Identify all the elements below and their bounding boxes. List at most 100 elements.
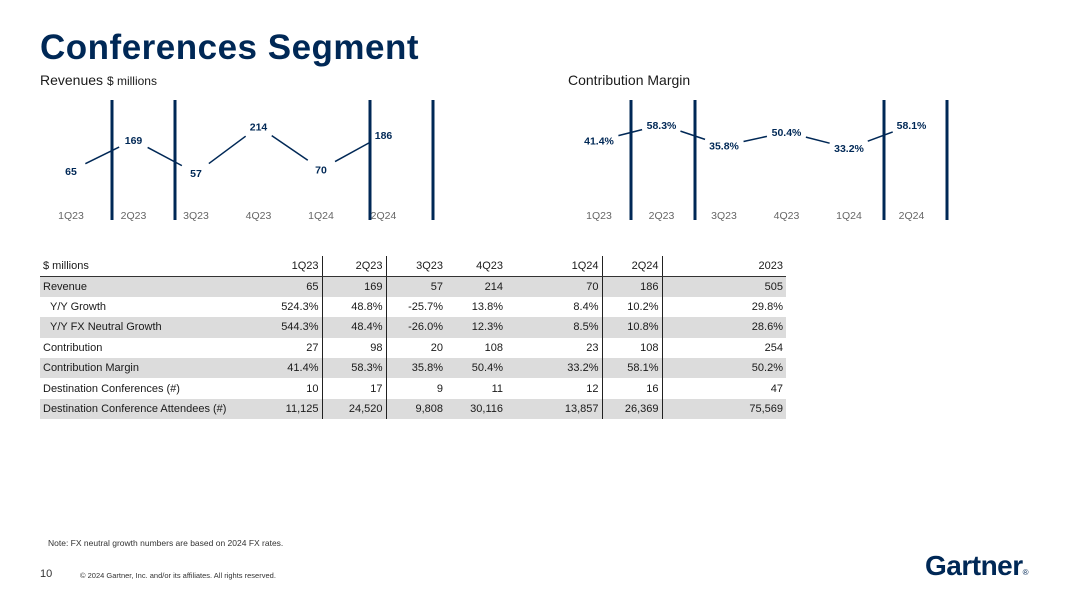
table-cell: 20 bbox=[430, 341, 443, 354]
margin-data-label-4Q23: 50.4% bbox=[772, 127, 802, 139]
table-cell: 75,569 bbox=[662, 398, 786, 420]
table-row: Destination Conferences (#) 10 17 9 11 12 16 47 bbox=[40, 378, 786, 399]
table-cell: 254 bbox=[764, 341, 783, 354]
table-row: Y/Y Growth 524.3% 48.8% -25.7% 13.8% 8.4% 10.2… bbox=[40, 296, 786, 318]
revenue-category-label-3Q23: 3Q23 bbox=[183, 210, 209, 222]
margin-line-segment-3 bbox=[805, 136, 830, 144]
revenue-chart-unit: $ millions bbox=[106, 74, 157, 88]
revenue-line-segment-4 bbox=[334, 141, 370, 163]
margin-data-label-3Q23: 35.8% bbox=[709, 141, 739, 153]
revenue-category-label-4Q23: 4Q23 bbox=[246, 210, 272, 222]
table-cell: 48.8% bbox=[322, 296, 387, 318]
revenue-data-label-4Q23: 214 bbox=[250, 122, 268, 134]
row-label: Contribution Margin bbox=[40, 357, 260, 379]
margin-data-label-1Q24: 33.2% bbox=[834, 143, 864, 155]
table-cell: 30,116 bbox=[446, 398, 506, 420]
table-cell: 65 bbox=[260, 276, 323, 297]
table-cell: 9,808 bbox=[386, 398, 446, 420]
table-cell: 16 bbox=[602, 378, 663, 399]
margin-category-label-4Q23: 4Q23 bbox=[774, 210, 800, 222]
revenue-chart: 65 1Q23 169 2Q23 57 3Q23 214 4Q23 70 1Q24 186 2Q24 bbox=[58, 100, 435, 222]
revenue-line-segment-3 bbox=[271, 135, 309, 161]
table-cell: 11,125 bbox=[260, 398, 323, 420]
table-cell: 58.3% bbox=[322, 357, 387, 379]
table-cell: 70 bbox=[506, 276, 603, 297]
table-cell: 13,857 bbox=[506, 398, 603, 420]
table-cell: 58.1% bbox=[602, 357, 663, 379]
table-header-2Q24: 2Q24 bbox=[602, 256, 663, 277]
table-cell: 35.8% bbox=[386, 357, 446, 379]
page-number: 10 bbox=[40, 568, 53, 580]
table-cell: -26.0% bbox=[386, 317, 446, 338]
table-cell: 47 bbox=[770, 382, 783, 395]
table-cell: 544.3% bbox=[260, 317, 323, 338]
table-cell: 13.8% bbox=[471, 300, 503, 313]
table-cell: 108 bbox=[602, 337, 663, 358]
margin-line-segment-1 bbox=[680, 130, 706, 141]
table-cell: 48.4% bbox=[322, 317, 387, 338]
table-cell: 9 bbox=[436, 382, 443, 395]
table-row: Destination Conference Attendees (#) 11,1… bbox=[40, 398, 786, 420]
gartner-logo: Gartner® bbox=[925, 550, 1029, 582]
table-cell: 57 bbox=[386, 276, 446, 297]
table-cell: 23 bbox=[506, 337, 603, 358]
margin-category-label-2Q23: 2Q23 bbox=[649, 210, 675, 222]
revenue-chart-title: Revenues $ millions bbox=[40, 72, 157, 88]
table-cell: 10.2% bbox=[602, 296, 663, 318]
table-row: Contribution Margin 41.4% 58.3% 35.8% 50.4% 3… bbox=[40, 357, 786, 379]
segment-data-table: $ millions 1Q23 2Q23 3Q23 4Q23 1Q24 2Q24 2023 R… bbox=[40, 256, 786, 420]
revenue-data-label-1Q23: 65 bbox=[65, 166, 77, 178]
margin-line-segment-2 bbox=[743, 135, 768, 143]
table-header-2Q23: 2Q23 bbox=[322, 256, 387, 277]
table-header-1Q24: 1Q24 bbox=[506, 256, 603, 277]
margin-line-segment-4 bbox=[867, 131, 894, 142]
table-cell: 10 bbox=[260, 378, 323, 399]
row-label: Y/Y FX Neutral Growth bbox=[40, 317, 260, 338]
margin-category-label-1Q23: 1Q23 bbox=[586, 210, 612, 222]
table-row: Contribution 27 98 20 108 23 108 254 bbox=[40, 337, 786, 358]
footnote: Note: FX neutral growth numbers are base… bbox=[48, 538, 284, 548]
contribution-margin-chart: 41.4% 1Q23 58.3% 2Q23 35.8% 3Q23 50.4% 4Q23 33.2… bbox=[584, 100, 949, 222]
table-cell: 41.4% bbox=[260, 357, 323, 379]
row-label: Revenue bbox=[40, 276, 260, 297]
table-cell: -25.7% bbox=[408, 300, 443, 313]
table-header-row: $ millions 1Q23 2Q23 3Q23 4Q23 1Q24 2Q24 2023 bbox=[40, 256, 786, 277]
table-row: Revenue 65 169 57 214 70 186 505 bbox=[40, 276, 786, 297]
logo-mark: ® bbox=[1022, 568, 1029, 577]
margin-category-label-1Q24: 1Q24 bbox=[836, 210, 862, 222]
row-label: Destination Conferences (#) bbox=[43, 382, 180, 395]
revenue-category-label-2Q24: 2Q24 bbox=[371, 210, 397, 222]
table-header-1Q23: 1Q23 bbox=[260, 256, 323, 277]
table-cell: 11 bbox=[491, 382, 503, 395]
table-header-label: $ millions bbox=[40, 256, 260, 277]
table-cell: 8.4% bbox=[506, 296, 603, 318]
revenue-category-label-1Q24: 1Q24 bbox=[308, 210, 334, 222]
table-cell: 169 bbox=[322, 276, 387, 297]
table-cell: 24,520 bbox=[322, 398, 387, 420]
table-cell: 33.2% bbox=[506, 357, 603, 379]
table-cell: 26,369 bbox=[602, 398, 663, 420]
table-row: Y/Y FX Neutral Growth 544.3% 48.4% -26.0% 12… bbox=[40, 317, 786, 338]
table-cell: 50.2% bbox=[662, 357, 786, 379]
copyright: © 2024 Gartner, Inc. and/or its affiliat… bbox=[80, 571, 276, 580]
revenue-data-label-3Q23: 57 bbox=[190, 168, 202, 180]
table-cell: 50.4% bbox=[446, 357, 506, 379]
table-header-3Q23: 3Q23 bbox=[386, 256, 446, 277]
table-cell: 29.8% bbox=[751, 300, 783, 313]
page-title: Conferences Segment bbox=[40, 28, 420, 67]
margin-category-label-2Q24: 2Q24 bbox=[899, 210, 925, 222]
margin-data-label-2Q24: 58.1% bbox=[897, 120, 927, 132]
row-label: Contribution bbox=[43, 341, 103, 354]
table-cell: 12.3% bbox=[446, 317, 506, 338]
logo-text: Gartner bbox=[925, 550, 1023, 581]
table-cell: 27 bbox=[260, 337, 323, 358]
revenue-line-segment-0 bbox=[85, 146, 120, 165]
revenue-data-label-1Q24: 70 bbox=[315, 164, 327, 176]
table-cell: 28.6% bbox=[662, 317, 786, 338]
table-header-2023: 2023 bbox=[662, 256, 786, 277]
revenue-chart-title-text: Revenues bbox=[40, 72, 104, 88]
table-cell: 186 bbox=[602, 276, 663, 297]
margin-chart-title: Contribution Margin bbox=[568, 72, 691, 88]
table-cell: 8.5% bbox=[506, 317, 603, 338]
revenue-line-segment-1 bbox=[147, 146, 183, 167]
